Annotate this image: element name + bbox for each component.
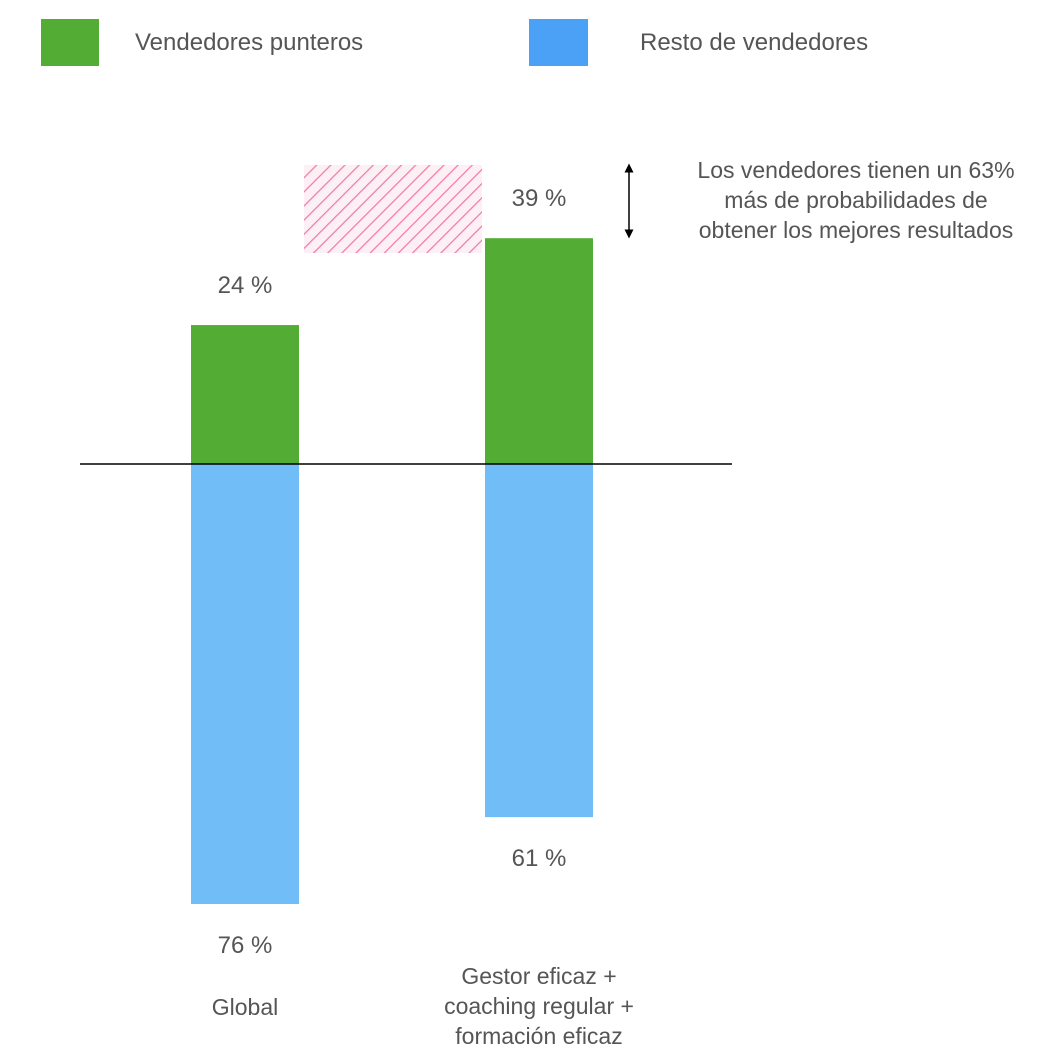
- legend-swatch-rest-sellers: [529, 19, 588, 66]
- value-label-rest-sellers-2: 61 %: [512, 845, 567, 872]
- difference-highlight: [304, 165, 482, 253]
- value-label-top-sellers-1: 24 %: [218, 272, 273, 299]
- bar-top-sellers-2: [485, 238, 593, 464]
- legend-label-rest-sellers: Resto de vendedores: [640, 29, 868, 56]
- category-label-2: Gestor eficaz + coaching regular + formaci…: [444, 963, 634, 1049]
- value-label-top-sellers-2: 39 %: [512, 185, 567, 212]
- bar-rest-sellers-1: [191, 464, 299, 904]
- value-labels: 24 % 76 % 39 % 61 %: [218, 185, 567, 959]
- bar-rest-sellers-2: [485, 464, 593, 818]
- legend-label-top-sellers: Vendedores punteros: [135, 29, 363, 56]
- legend: Vendedores punteros Resto de vendedores: [41, 19, 868, 66]
- category-labels: Global Gestor eficaz + coaching regular + f…: [212, 963, 634, 1049]
- bar-top-sellers-1: [191, 325, 299, 464]
- bars: [191, 238, 593, 904]
- legend-swatch-top-sellers: [41, 19, 99, 66]
- value-label-rest-sellers-1: 76 %: [218, 932, 273, 959]
- category-label-1: Global: [212, 994, 278, 1020]
- annotation-text: Los vendedores tienen un 63% más de proba…: [697, 157, 1014, 243]
